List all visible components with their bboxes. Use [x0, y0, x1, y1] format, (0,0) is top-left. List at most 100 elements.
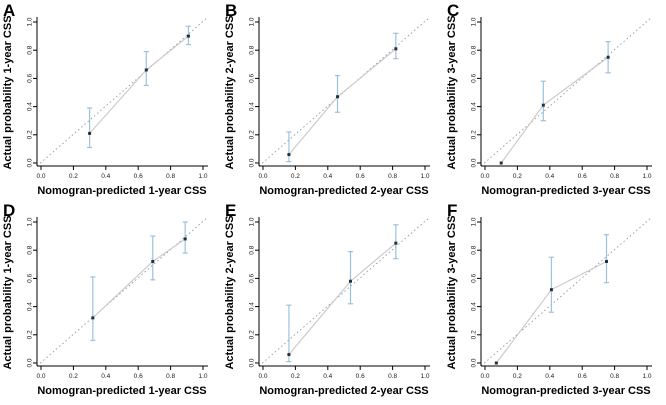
calibration-line — [288, 48, 397, 155]
error-bar — [334, 74, 341, 113]
y-axis-title: Actual probability 2-year CSS — [224, 215, 236, 369]
y-tick-label: 0.2 — [26, 130, 33, 139]
x-tick-label: 0.8 — [610, 173, 619, 180]
x-tick-label: 0.6 — [134, 373, 143, 380]
y-tick-label: 1.0 — [248, 17, 255, 26]
calibration-panel-E: 0.0 0.0 0.2 0.2 0.4 0.4 0.6 0.6 0.8 0.8 1.0 1.0 Nomo… — [222, 200, 444, 400]
y-axis-title: Actual probability 1-year CSS — [2, 215, 14, 369]
data-point — [151, 259, 155, 263]
y-tick-label: 0.2 — [470, 330, 477, 339]
x-tick-label: 1.0 — [420, 373, 429, 380]
y-tick-label: 1.0 — [470, 217, 477, 226]
data-point — [394, 241, 398, 245]
x-tick-label: 0.8 — [388, 173, 397, 180]
data-point — [605, 259, 608, 263]
y-tick-label: 0.4 — [26, 302, 33, 311]
x-tick-label: 0.2 — [291, 373, 300, 380]
y-axis-title: Actual probability 3-year CSS — [446, 15, 458, 169]
x-tick-label: 0.0 — [36, 173, 45, 180]
x-tick-label: 0.0 — [480, 373, 489, 380]
x-tick-label: 1.0 — [642, 373, 651, 380]
data-point — [186, 34, 190, 38]
x-axis-title: Nomogran-predicted 3-year CSS — [481, 385, 650, 397]
data-point — [549, 288, 553, 292]
y-tick-label: 0.6 — [248, 74, 255, 83]
error-bar — [393, 32, 399, 60]
error-bar — [90, 276, 96, 342]
ideal-line — [480, 16, 653, 167]
data-point — [287, 353, 291, 357]
data-point — [499, 161, 503, 165]
y-tick-label: 0.6 — [470, 274, 477, 283]
ideal-line — [36, 216, 209, 367]
x-tick-label: 1.0 — [198, 173, 207, 180]
y-tick-label: 0.2 — [26, 330, 33, 339]
x-tick-label: 0.6 — [578, 173, 587, 180]
panel-svg: 0.00.0 0.2 0.2 0.4 0.4 0.6 0.6 0.8 0.8 1.0 1.0 Nomo… — [2, 201, 209, 397]
data-point — [494, 361, 498, 365]
x-tick-label: 0.2 — [69, 173, 78, 180]
x-tick-label: 0.4 — [545, 173, 554, 180]
x-axis-title: Nomogran-predicted 1-year CSS — [37, 385, 206, 397]
data-point — [88, 131, 92, 135]
y-tick-label: 0.0 — [248, 358, 255, 367]
data-point — [541, 103, 545, 107]
y-axis-title: Actual probability 1-year CSS — [2, 15, 14, 169]
ideal-line — [36, 16, 209, 167]
x-tick-label: 1.0 — [642, 173, 651, 180]
y-tick-label: 1.0 — [26, 217, 33, 226]
ideal-line — [258, 216, 431, 367]
x-axis-title: Nomogran-predicted 3-year CSS — [481, 185, 650, 197]
x-tick-label: 0.4 — [101, 373, 110, 380]
panel-svg: 0.00.0 0.2 0.2 0.4 0.4 0.6 0.6 0.8 0.8 1.0 1.0 Nomo… — [224, 201, 431, 397]
ideal-line — [480, 216, 653, 367]
calibration-panel-A: 0.0 0.0 0.2 0.2 0.4 0.4 0.6 0.6 0.8 0.8 1.0 1.0 Nomo… — [0, 0, 222, 200]
x-tick-label: 0.8 — [388, 373, 397, 380]
calibration-line — [500, 56, 609, 164]
y-tick-label: 0.0 — [248, 158, 255, 167]
data-point — [336, 95, 340, 99]
error-bar — [286, 131, 292, 163]
y-axis-title: Actual probability 3-year CSS — [446, 215, 458, 369]
y-tick-label: 0.4 — [248, 102, 255, 111]
x-tick-label: 0.6 — [134, 173, 143, 180]
x-tick-label: 0.4 — [101, 173, 110, 180]
x-tick-label: 0.6 — [356, 373, 365, 380]
calibration-line — [89, 35, 189, 134]
y-tick-label: 0.8 — [470, 45, 477, 54]
y-tick-label: 0.0 — [26, 158, 33, 167]
y-tick-label: 0.6 — [470, 74, 477, 83]
data-point — [394, 47, 398, 51]
x-axis-title: Nomogran-predicted 2-year CSS — [259, 185, 428, 197]
x-tick-label: 0.2 — [291, 173, 300, 180]
error-bar — [347, 251, 354, 305]
data-point — [91, 316, 95, 320]
calibration-line — [288, 242, 397, 355]
y-tick-label: 0.8 — [470, 245, 477, 254]
y-tick-label: 0.8 — [26, 245, 33, 254]
y-tick-label: 0.4 — [470, 102, 477, 111]
calibration-panel-F: 0.0 0.0 0.2 0.2 0.4 0.4 0.6 0.6 0.8 0.8 1.0 1.0 Nomo… — [444, 200, 666, 400]
x-tick-label: 0.8 — [166, 173, 175, 180]
y-tick-label: 0.2 — [470, 130, 477, 139]
panel-svg: 0.00.0 0.2 0.2 0.4 0.4 0.6 0.6 0.8 0.8 1.0 1.0 Nomo… — [446, 1, 653, 197]
panel-svg: 0.00.0 0.2 0.2 0.4 0.4 0.6 0.6 0.8 0.8 1.0 1.0 Nomo… — [446, 201, 653, 397]
y-tick-label: 0.2 — [248, 330, 255, 339]
x-tick-label: 0.2 — [513, 373, 522, 380]
error-bar — [603, 234, 610, 284]
x-tick-label: 0.6 — [356, 173, 365, 180]
panel-letter: D — [3, 201, 15, 220]
x-axis-title: Nomogran-predicted 2-year CSS — [259, 385, 428, 397]
error-bar — [150, 235, 156, 281]
x-tick-label: 0.0 — [258, 373, 267, 380]
x-tick-label: 1.0 — [198, 373, 207, 380]
x-tick-label: 0.8 — [610, 373, 619, 380]
x-tick-label: 1.0 — [420, 173, 429, 180]
error-bar — [548, 256, 555, 313]
data-point — [606, 55, 610, 59]
error-bar — [286, 304, 292, 363]
x-tick-label: 0.4 — [545, 373, 554, 380]
y-tick-label: 0.0 — [26, 358, 33, 367]
y-tick-label: 0.0 — [470, 358, 477, 367]
